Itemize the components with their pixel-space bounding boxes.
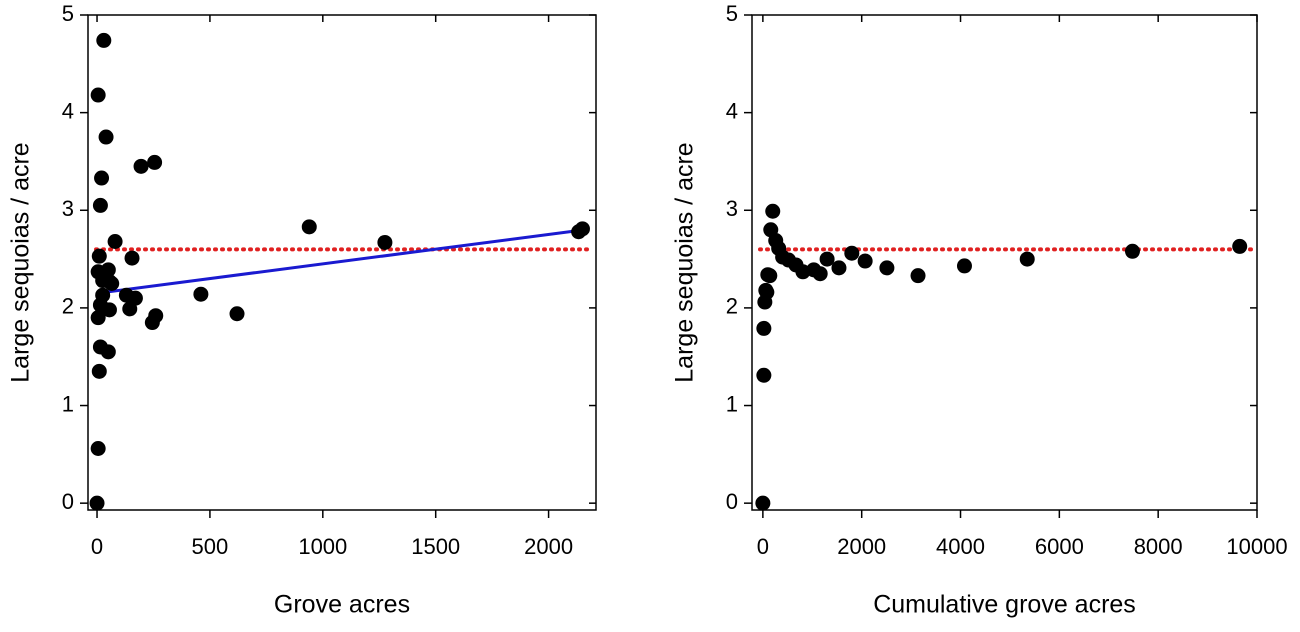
point: [229, 306, 245, 322]
point: [819, 251, 835, 267]
y-tick-label: 3: [726, 196, 738, 221]
point: [100, 262, 116, 278]
point: [100, 344, 116, 360]
x-tick-label: 0: [757, 534, 769, 559]
point: [107, 234, 123, 250]
y-tick-label: 1: [62, 391, 74, 416]
point: [574, 221, 590, 237]
x-tick-label: 2000: [524, 534, 573, 559]
point: [844, 245, 860, 261]
point: [90, 440, 106, 456]
x-axis-title: Grove acres: [274, 591, 410, 619]
x-tick-label: 0: [91, 534, 103, 559]
y-tick-label: 2: [726, 294, 738, 319]
y-tick-label: 0: [726, 489, 738, 514]
point: [765, 203, 781, 219]
x-tick-label: 4000: [936, 534, 985, 559]
plot-frame: [751, 14, 1258, 511]
point: [94, 170, 110, 186]
point: [759, 284, 775, 300]
x-tick-label: 1500: [411, 534, 460, 559]
x-tick-label: 1000: [298, 534, 347, 559]
point: [910, 268, 926, 284]
x-tick-label: 2000: [837, 534, 886, 559]
y-tick-label: 4: [726, 98, 738, 123]
point: [756, 367, 772, 383]
point: [133, 158, 149, 174]
point: [91, 363, 107, 379]
point: [98, 129, 114, 145]
point: [1232, 238, 1248, 254]
y-tick-label: 5: [726, 1, 738, 26]
point: [148, 308, 164, 324]
point: [89, 495, 105, 511]
y-axis-title: Large sequoias / acre: [671, 142, 699, 382]
y-axis-title: Large sequoias / acre: [7, 142, 35, 382]
point: [812, 266, 828, 282]
point: [755, 495, 771, 511]
point: [756, 320, 772, 336]
x-tick-label: 500: [192, 534, 229, 559]
plot-frame: [87, 14, 597, 511]
point: [377, 234, 393, 250]
y-tick-label: 4: [62, 98, 74, 123]
point: [92, 197, 108, 213]
y-tick-label: 5: [62, 1, 74, 26]
x-tick-label: 8000: [1134, 534, 1183, 559]
y-tick-label: 3: [62, 196, 74, 221]
y-tick-label: 0: [62, 489, 74, 514]
point: [90, 87, 106, 103]
point: [1124, 243, 1140, 259]
x-axis-title: Cumulative grove acres: [873, 591, 1136, 619]
point: [879, 260, 895, 276]
point: [762, 268, 778, 284]
point: [127, 290, 143, 306]
point: [1019, 251, 1035, 267]
x-tick-label: 10000: [1226, 534, 1287, 559]
point: [96, 32, 112, 48]
point: [91, 248, 107, 264]
point: [831, 260, 847, 276]
point: [104, 275, 120, 291]
fit-line: [96, 228, 585, 295]
point: [90, 310, 106, 326]
point: [124, 250, 140, 266]
point: [147, 154, 163, 170]
y-tick-label: 2: [62, 294, 74, 319]
x-tick-label: 6000: [1035, 534, 1084, 559]
point: [956, 258, 972, 274]
y-tick-label: 1: [726, 391, 738, 416]
point: [857, 253, 873, 269]
point: [301, 219, 317, 235]
point: [193, 286, 209, 302]
point: [101, 302, 117, 318]
